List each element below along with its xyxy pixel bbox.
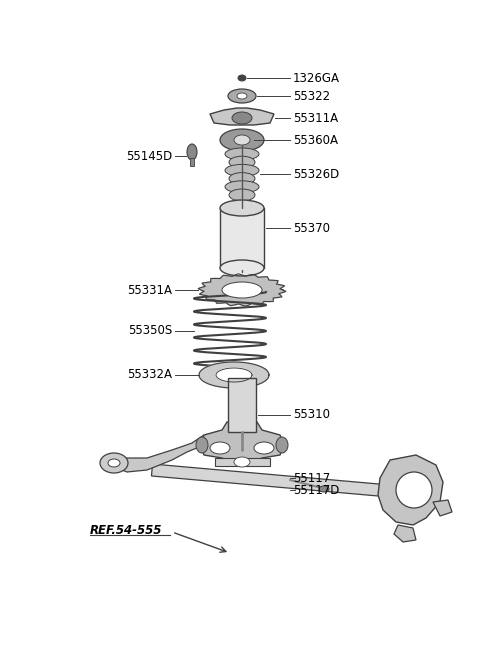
Text: 55370: 55370 — [293, 221, 330, 234]
Ellipse shape — [225, 164, 259, 176]
Text: 1326GA: 1326GA — [293, 71, 340, 84]
Text: 55145D: 55145D — [126, 149, 172, 162]
Polygon shape — [152, 464, 435, 501]
Ellipse shape — [234, 135, 250, 145]
Text: 55360A: 55360A — [293, 134, 338, 147]
Ellipse shape — [187, 144, 197, 160]
Ellipse shape — [229, 156, 255, 168]
Ellipse shape — [396, 472, 432, 508]
Polygon shape — [198, 274, 286, 306]
Ellipse shape — [237, 93, 247, 99]
Polygon shape — [216, 368, 252, 382]
Text: 55322: 55322 — [293, 90, 330, 102]
Polygon shape — [117, 435, 204, 472]
Text: 55117D: 55117D — [293, 483, 339, 496]
Ellipse shape — [196, 437, 208, 453]
Polygon shape — [394, 525, 416, 542]
Ellipse shape — [229, 189, 255, 201]
Ellipse shape — [225, 148, 259, 160]
Text: 55350S: 55350S — [128, 324, 172, 337]
Ellipse shape — [228, 89, 256, 103]
Ellipse shape — [220, 260, 264, 276]
Text: REF.54-555: REF.54-555 — [90, 523, 162, 536]
Polygon shape — [378, 455, 443, 525]
Ellipse shape — [225, 181, 259, 193]
Bar — [215, 458, 269, 466]
Bar — [190, 158, 194, 166]
Ellipse shape — [238, 75, 246, 81]
Bar — [220, 208, 264, 268]
Ellipse shape — [229, 173, 255, 185]
Text: 55332A: 55332A — [127, 369, 172, 381]
Ellipse shape — [210, 442, 230, 454]
Bar — [228, 378, 256, 432]
Text: 55117: 55117 — [293, 472, 330, 485]
Text: 55310: 55310 — [293, 409, 330, 422]
Ellipse shape — [220, 200, 264, 216]
Text: 55311A: 55311A — [293, 111, 338, 124]
Ellipse shape — [234, 457, 250, 467]
Polygon shape — [199, 362, 269, 388]
Polygon shape — [210, 108, 274, 125]
Ellipse shape — [276, 437, 288, 453]
Ellipse shape — [100, 453, 128, 473]
Polygon shape — [433, 500, 452, 516]
Text: 55331A: 55331A — [127, 284, 172, 297]
Ellipse shape — [319, 486, 329, 492]
Ellipse shape — [108, 459, 120, 467]
Ellipse shape — [254, 442, 274, 454]
Text: 55326D: 55326D — [293, 168, 339, 181]
Ellipse shape — [220, 129, 264, 151]
Ellipse shape — [222, 282, 262, 298]
Ellipse shape — [232, 112, 252, 124]
Polygon shape — [200, 422, 284, 462]
